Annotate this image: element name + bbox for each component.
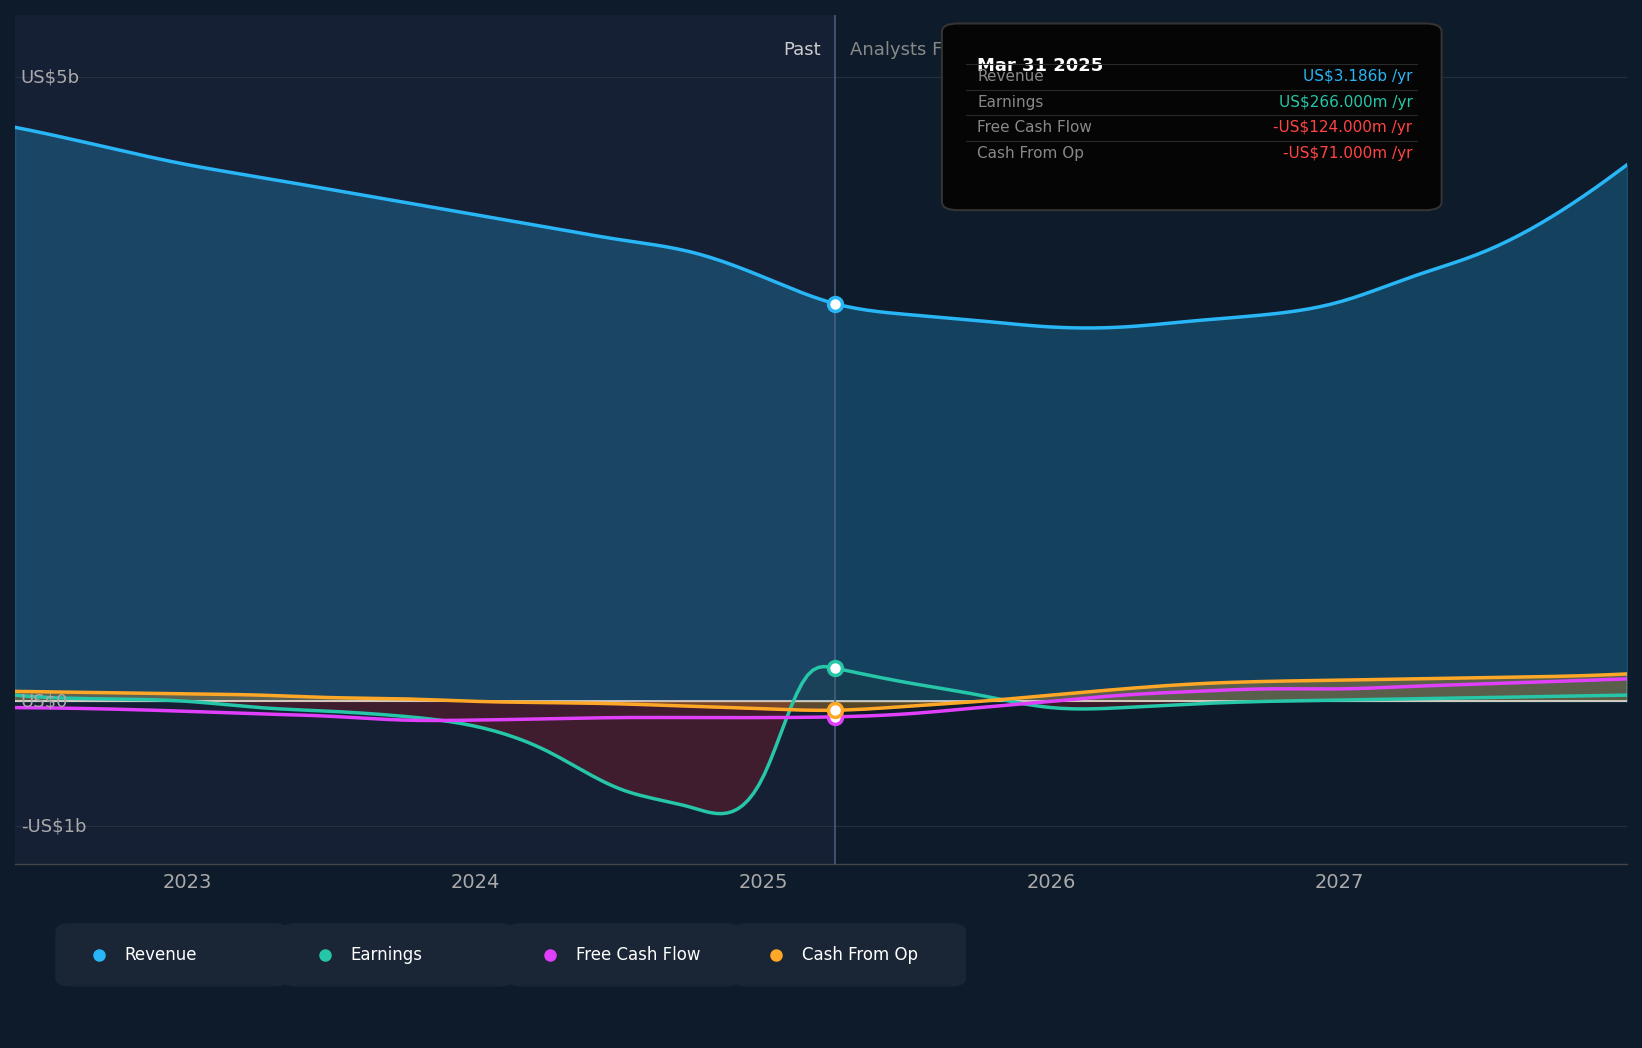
Text: Free Cash Flow: Free Cash Flow bbox=[576, 946, 701, 964]
Bar bbox=[15, 15, 836, 864]
Text: Earnings: Earnings bbox=[977, 95, 1044, 110]
Text: Analysts Forecasts: Analysts Forecasts bbox=[851, 41, 1018, 59]
Text: Cash From Op: Cash From Op bbox=[801, 946, 918, 964]
Text: US$266.000m /yr: US$266.000m /yr bbox=[1279, 95, 1412, 110]
Text: US$5b: US$5b bbox=[21, 68, 80, 86]
FancyBboxPatch shape bbox=[507, 923, 741, 986]
Text: US$3.186b /yr: US$3.186b /yr bbox=[1304, 69, 1412, 85]
FancyBboxPatch shape bbox=[56, 923, 289, 986]
FancyBboxPatch shape bbox=[943, 23, 1442, 211]
Text: Revenue: Revenue bbox=[125, 946, 197, 964]
FancyBboxPatch shape bbox=[281, 923, 514, 986]
Text: Past: Past bbox=[783, 41, 821, 59]
FancyBboxPatch shape bbox=[732, 923, 965, 986]
Text: -US$71.000m /yr: -US$71.000m /yr bbox=[1282, 146, 1412, 160]
Text: Revenue: Revenue bbox=[977, 69, 1044, 85]
Text: Mar 31 2025: Mar 31 2025 bbox=[977, 58, 1103, 75]
Text: Cash From Op: Cash From Op bbox=[977, 146, 1084, 160]
Text: Earnings: Earnings bbox=[350, 946, 422, 964]
Text: Free Cash Flow: Free Cash Flow bbox=[977, 121, 1092, 135]
Text: -US$1b: -US$1b bbox=[21, 817, 87, 835]
Text: -US$124.000m /yr: -US$124.000m /yr bbox=[1274, 121, 1412, 135]
Text: US$0: US$0 bbox=[21, 693, 67, 711]
